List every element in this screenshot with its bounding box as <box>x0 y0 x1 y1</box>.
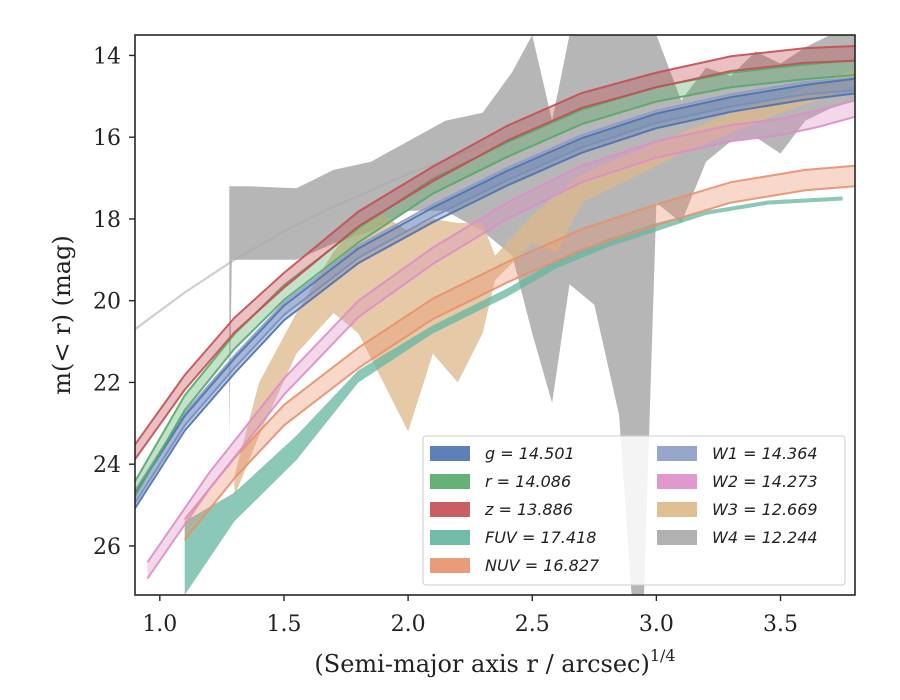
y-axis-label: m(< r) (mag) <box>48 235 76 394</box>
legend-swatch-NUV <box>430 558 470 573</box>
x-axis-label-exponent: 1/4 <box>650 646 676 665</box>
x-tick-label: 2.5 <box>515 612 550 637</box>
series-band-W3 <box>234 67 855 497</box>
y-tick-label: 24 <box>93 453 121 478</box>
x-tick-label: 1.0 <box>142 612 177 637</box>
legend-swatch-FUV <box>430 530 470 545</box>
legend-swatch-r <box>430 474 470 489</box>
series-line-lower-NUV <box>183 185 855 541</box>
series-line-lower-g <box>135 92 855 509</box>
x-tick-label: 1.5 <box>266 612 301 637</box>
x-axis-label: (Semi-major axis r / arcsec)1/4 <box>314 646 675 678</box>
legend-label-FUV: FUV = 17.418 <box>485 528 596 547</box>
x-tick-label: 3.0 <box>639 612 674 637</box>
series-line-lower-r <box>135 74 855 497</box>
series-line-lower-z <box>135 59 855 460</box>
legend-label-g: g = 14.501 <box>485 444 575 463</box>
x-axis-label-text: (Semi-major axis r / arcsec) <box>314 650 649 678</box>
legend-swatch-g <box>430 446 470 461</box>
legend-swatch-z <box>430 502 470 517</box>
legend-swatch-W1 <box>657 446 697 461</box>
legend-label-W1: W1 = 14.364 <box>712 444 818 463</box>
y-tick-label: 18 <box>93 208 121 233</box>
x-tick-label: 3.5 <box>763 612 798 637</box>
axis-ticks: 1.0 1.5 2.0 2.5 3.0 3.5 14 16 18 20 22 24 26 <box>93 44 798 637</box>
legend-box <box>422 435 846 586</box>
legend-swatch-W2 <box>657 474 697 489</box>
y-tick-label: 14 <box>93 44 121 69</box>
legend-swatch-W4 <box>657 530 697 545</box>
legend-label-W4: W4 = 12.244 <box>712 528 818 547</box>
plot-frame <box>134 34 856 596</box>
series-line-upper-W1 <box>135 76 855 492</box>
legend-label-r: r = 14.086 <box>485 472 571 491</box>
series-line-upper-z <box>135 45 855 446</box>
legend: g = 14.501 r = 14.086 z = 13.886 FUV = 17.4… <box>422 435 846 586</box>
legend-label-z: z = 13.886 <box>484 500 573 519</box>
series-line-upper-W2 <box>146 99 855 563</box>
series-layer <box>135 35 855 595</box>
y-tick-label: 20 <box>93 290 121 315</box>
series-line-lower-W2 <box>146 115 855 580</box>
legend-swatch-W3 <box>657 502 697 517</box>
y-tick-label: 16 <box>93 126 121 151</box>
legend-label-W3: W3 = 12.669 <box>712 500 818 519</box>
series-line-upper-g <box>135 77 855 495</box>
legend-label-W2: W2 = 14.273 <box>712 472 818 491</box>
y-tick-label: 22 <box>93 371 121 396</box>
series-line-lower-W1 <box>135 89 855 504</box>
y-tick-label: 26 <box>93 535 121 560</box>
series-line-upper-NUV <box>183 164 855 521</box>
legend-label-NUV: NUV = 16.827 <box>485 556 600 575</box>
series-band-W4 <box>229 35 855 595</box>
x-tick-label: 2.0 <box>391 612 426 637</box>
